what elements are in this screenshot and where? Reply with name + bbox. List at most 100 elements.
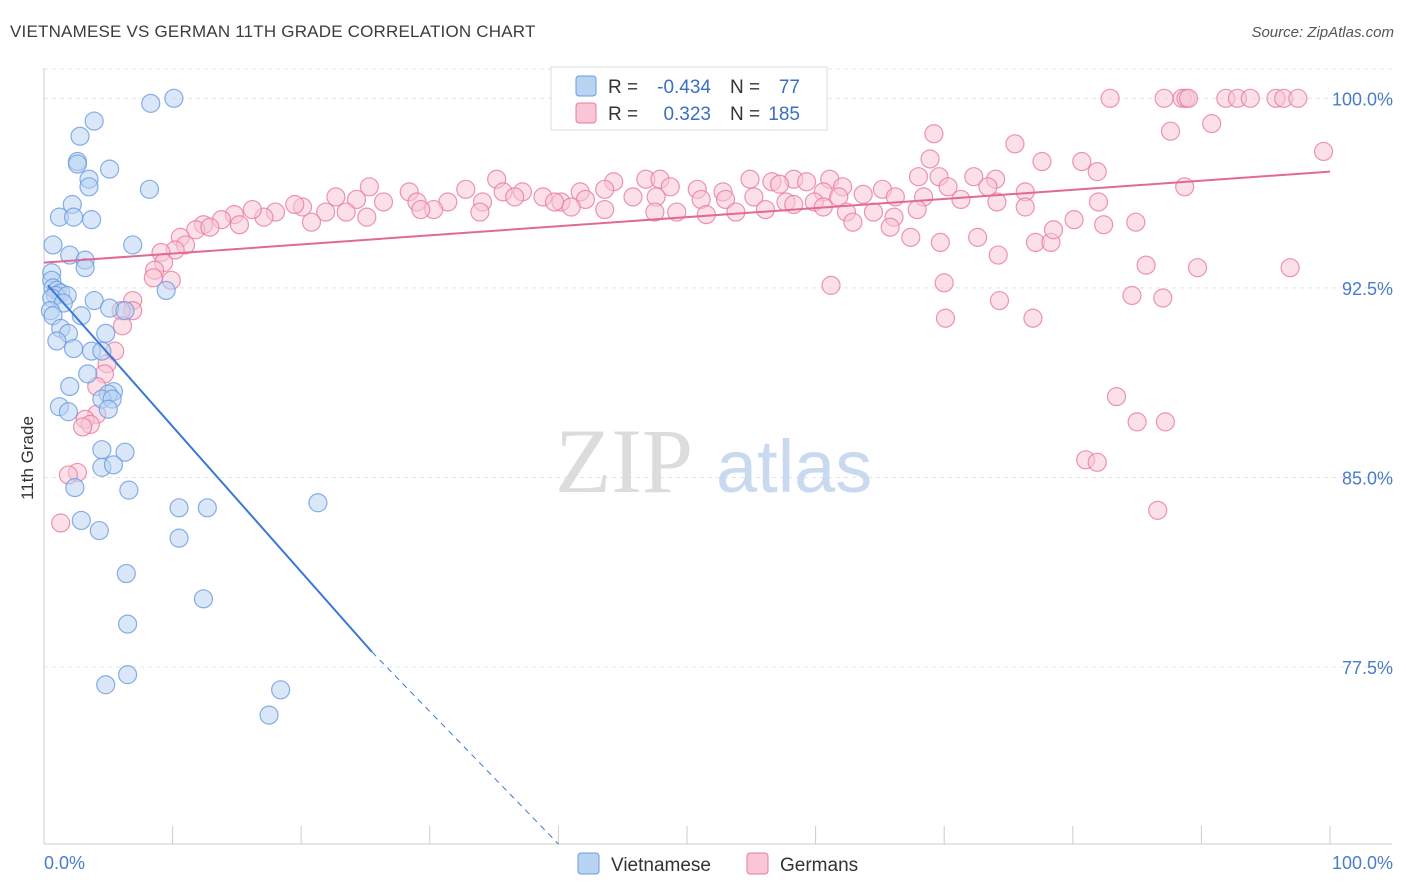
germans-point xyxy=(744,187,764,207)
vietnamese-point xyxy=(47,331,67,351)
vietnamese-point xyxy=(169,498,189,518)
vietnamese-point xyxy=(115,301,135,321)
germans-point xyxy=(907,199,927,220)
germans-point xyxy=(1032,151,1052,172)
x-tick-label: 100.0% xyxy=(1332,853,1393,873)
vietnamese-point xyxy=(58,402,79,422)
germans-point xyxy=(229,215,250,235)
germans-point xyxy=(505,187,525,207)
vietnamese-point xyxy=(271,680,291,700)
vietnamese-point xyxy=(78,364,98,384)
germans-point xyxy=(796,172,817,192)
germans-point xyxy=(470,202,490,222)
legend-r-label: R = xyxy=(608,77,638,98)
germans-point xyxy=(623,187,643,207)
y-tick-label: 77.5% xyxy=(1342,658,1393,678)
germans-point xyxy=(645,202,665,222)
germans-point xyxy=(1023,308,1043,328)
germans-point xyxy=(920,149,940,169)
germans-point xyxy=(143,268,163,288)
vietnamese-point xyxy=(308,493,328,513)
germans-point xyxy=(301,212,322,232)
germans-point xyxy=(595,179,615,199)
vietnamese-point xyxy=(116,563,136,584)
germans-point xyxy=(769,174,790,194)
germans-point xyxy=(1160,121,1181,141)
germans-point xyxy=(1064,210,1084,230)
legend-item-vietnamese-swatch xyxy=(577,852,600,875)
legend-swatch-germans xyxy=(575,102,597,124)
germans-point xyxy=(285,194,305,215)
germans-point xyxy=(1178,88,1199,108)
germans-point xyxy=(660,177,680,197)
source-label: Source: ZipAtlas.com xyxy=(1251,24,1394,41)
germans-point xyxy=(988,245,1008,265)
germans-point xyxy=(989,290,1010,311)
germans-point xyxy=(1087,162,1107,182)
legend-n-label: N = xyxy=(730,104,760,125)
germans-point xyxy=(1288,88,1308,108)
vietnamese-point xyxy=(79,177,99,197)
germans-point xyxy=(1202,114,1222,134)
germans-point xyxy=(51,513,71,533)
germans-point xyxy=(968,227,988,247)
vietnamese-point xyxy=(98,399,118,419)
vietnamese-point xyxy=(259,705,279,725)
chart-title: VIETNAMESE VS GERMAN 11TH GRADE CORRELAT… xyxy=(10,22,536,41)
vietnamese-trend-line xyxy=(47,284,373,653)
germans-point xyxy=(1126,212,1146,232)
vietnamese-point xyxy=(70,126,90,146)
germans-point xyxy=(924,124,944,144)
germans-point xyxy=(935,308,956,328)
legend-item-germans: Germans xyxy=(780,855,858,876)
data-points xyxy=(40,88,1334,725)
germans-point xyxy=(1122,285,1142,306)
germans-point xyxy=(561,197,581,217)
y-axis-title: 11th Grade xyxy=(18,416,37,500)
germans-point xyxy=(715,189,736,210)
vietnamese-point xyxy=(117,614,138,634)
germans-point xyxy=(1187,258,1208,278)
series-legend: Vietnamese Germans xyxy=(577,852,858,876)
vietnamese-point xyxy=(164,88,184,108)
germans-point xyxy=(880,217,900,237)
x-tick-label: 0.0% xyxy=(44,853,85,873)
vietnamese-point xyxy=(169,528,189,548)
vietnamese-point xyxy=(81,210,102,230)
vietnamese-point xyxy=(67,154,88,174)
vietnamese-point xyxy=(197,498,217,518)
vietnamese-point xyxy=(84,290,104,311)
vietnamese-point xyxy=(141,93,161,113)
vietnamese-point xyxy=(84,111,104,131)
germans-point xyxy=(1155,412,1175,432)
germans-point xyxy=(336,202,356,222)
grid-lines xyxy=(44,68,1392,668)
vietnamese-point xyxy=(139,179,160,199)
legend-item-germans-swatch xyxy=(746,852,769,875)
watermark-atlas: atlas xyxy=(716,425,872,508)
germans-point xyxy=(964,167,984,187)
germans-point xyxy=(908,167,929,187)
germans-point xyxy=(411,199,431,220)
legend-swatch-vietnamese xyxy=(575,75,597,97)
germans-point xyxy=(1280,258,1300,278)
germans-point xyxy=(1043,220,1064,240)
vietnamese-point xyxy=(60,376,80,397)
legend-n-value: 185 xyxy=(768,104,800,125)
vietnamese-point xyxy=(43,235,63,255)
germans-point xyxy=(200,217,220,237)
germans-point xyxy=(316,202,336,222)
legend-n-label: N = xyxy=(730,77,760,98)
legend-r-label: R = xyxy=(608,104,638,125)
germans-point xyxy=(1240,88,1260,108)
vietnamese-point xyxy=(63,207,84,227)
germans-point xyxy=(740,169,760,189)
germans-point xyxy=(843,212,863,232)
vietnamese-point xyxy=(99,159,120,179)
stats-legend-frame xyxy=(550,66,828,131)
germans-point xyxy=(1148,500,1168,520)
germans-point xyxy=(359,177,379,197)
legend-item-vietnamese: Vietnamese xyxy=(611,855,711,876)
germans-point xyxy=(1154,88,1174,108)
